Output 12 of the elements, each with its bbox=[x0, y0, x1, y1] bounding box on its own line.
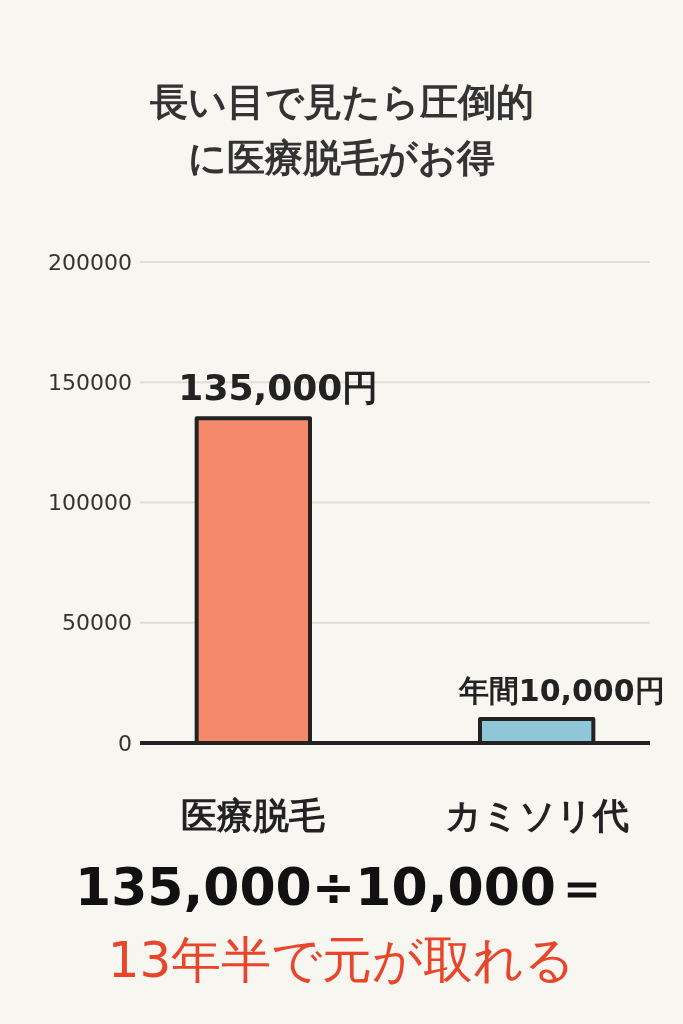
y-tick-label: 100000 bbox=[48, 490, 132, 516]
y-tick-label: 0 bbox=[118, 730, 132, 756]
chart-title: 長い目で見たら圧倒的に医療脱毛がお得 bbox=[148, 80, 534, 180]
y-tick-label: 200000 bbox=[48, 249, 132, 275]
y-tick-label: 150000 bbox=[48, 369, 132, 395]
x-tick-label: 医療脱毛 bbox=[181, 795, 326, 836]
text: 135,000÷10,000＝ bbox=[74, 857, 609, 917]
text: 13年半で元が取れる bbox=[107, 931, 576, 989]
x-tick-label: カミソリ代 bbox=[444, 795, 629, 836]
data-label: 135,000円 bbox=[178, 367, 379, 409]
y-tick-label: 50000 bbox=[62, 610, 132, 636]
data-label: 年間10,000円 bbox=[457, 672, 665, 708]
